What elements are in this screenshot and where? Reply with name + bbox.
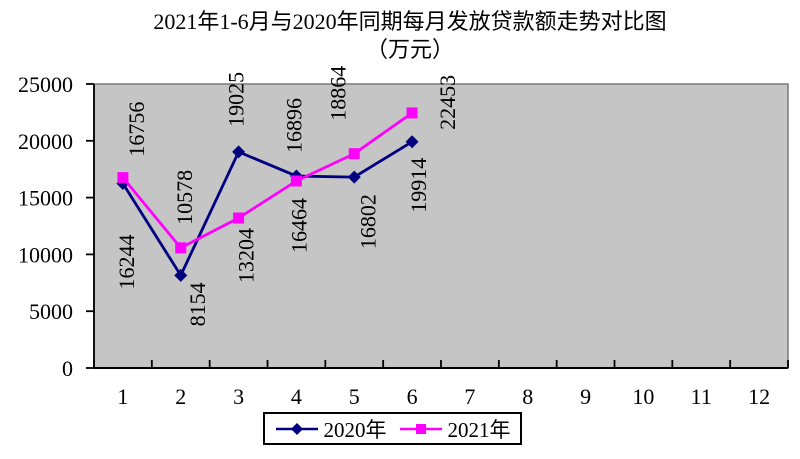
data-label: 10578 bbox=[172, 170, 197, 225]
data-label: 8154 bbox=[185, 282, 210, 326]
y-axis-label: 0 bbox=[62, 356, 73, 381]
x-axis-label: 1 bbox=[117, 384, 128, 409]
diamond-marker bbox=[232, 145, 246, 159]
chart-title-line2: （万元） bbox=[365, 37, 454, 62]
y-axis-label: 25000 bbox=[18, 72, 73, 97]
square-marker bbox=[117, 172, 129, 184]
data-label: 16464 bbox=[286, 198, 311, 253]
legend: 2020年 2021年 bbox=[263, 412, 522, 445]
data-label: 18864 bbox=[325, 66, 350, 121]
data-label: 16802 bbox=[355, 194, 380, 249]
legend-item-2021: 2021年 bbox=[399, 414, 511, 444]
chart-title: 2021年1-6月与2020年同期每月发放贷款额走势对比图 （万元） bbox=[20, 8, 800, 64]
x-axis-label: 12 bbox=[748, 384, 770, 409]
x-axis-label: 2 bbox=[175, 384, 186, 409]
series-line-2021年 bbox=[121, 111, 413, 250]
data-label: 16756 bbox=[124, 102, 149, 157]
x-axis-label: 8 bbox=[522, 384, 533, 409]
y-axis-label: 5000 bbox=[29, 299, 73, 324]
legend-line-diamond-icon bbox=[275, 422, 318, 435]
y-axis-label: 20000 bbox=[18, 129, 73, 154]
x-axis-label: 7 bbox=[464, 384, 475, 409]
diamond-marker bbox=[174, 268, 188, 282]
y-axis-label: 10000 bbox=[18, 242, 73, 267]
x-axis-label: 3 bbox=[233, 384, 244, 409]
data-label: 19025 bbox=[224, 72, 249, 127]
x-axis-label: 5 bbox=[349, 384, 360, 409]
x-axis-label: 6 bbox=[407, 384, 418, 409]
data-label: 22453 bbox=[435, 75, 460, 130]
x-axis-label: 10 bbox=[632, 384, 654, 409]
plot-area bbox=[93, 83, 789, 369]
diamond-marker bbox=[405, 135, 419, 149]
x-axis-label: 9 bbox=[580, 384, 591, 409]
x-axis-label: 11 bbox=[691, 384, 712, 409]
square-marker bbox=[175, 242, 187, 254]
data-label: 19914 bbox=[406, 158, 431, 213]
x-axis-label: 4 bbox=[291, 384, 302, 409]
legend-item-2020: 2020年 bbox=[275, 414, 387, 444]
square-marker bbox=[406, 107, 418, 119]
series-line-2020年 bbox=[121, 140, 413, 279]
legend-line-square-icon bbox=[399, 423, 442, 434]
legend-label-2021: 2021年 bbox=[447, 417, 511, 442]
data-label: 16896 bbox=[281, 98, 306, 153]
data-label: 13204 bbox=[234, 228, 259, 283]
square-marker bbox=[348, 148, 360, 160]
square-marker bbox=[290, 175, 302, 187]
y-axis-label: 15000 bbox=[18, 186, 73, 211]
legend-label-2020: 2020年 bbox=[323, 417, 387, 442]
square-marker bbox=[233, 212, 245, 224]
chart-title-line1: 2021年1-6月与2020年同期每月发放贷款额走势对比图 bbox=[153, 9, 667, 34]
diamond-marker bbox=[347, 170, 361, 184]
data-label: 16244 bbox=[114, 234, 139, 289]
